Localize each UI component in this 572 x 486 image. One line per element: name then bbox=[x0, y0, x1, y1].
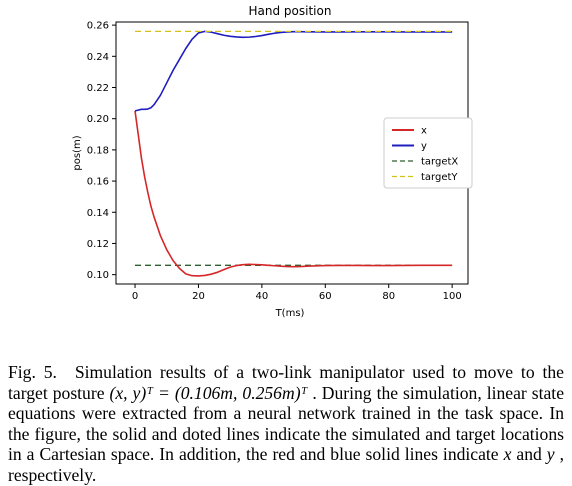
y-tick-label: 0.10 bbox=[87, 270, 109, 281]
y-tick-label: 0.16 bbox=[87, 177, 109, 188]
caption-text-4: , respectively. bbox=[8, 444, 564, 485]
y-tick-label: 0.12 bbox=[87, 239, 109, 250]
x-axis-label: T(ms) bbox=[275, 308, 305, 319]
legend-box bbox=[383, 117, 473, 189]
legend-label-x: x bbox=[421, 126, 427, 137]
y-tick-label: 0.20 bbox=[87, 114, 109, 125]
y-tick-label: 0.22 bbox=[87, 83, 109, 94]
hand-position-chart: Hand position 0.100.120.140.160.180.200.… bbox=[72, 4, 473, 319]
series-line-y bbox=[134, 30, 453, 112]
y-axis-label: pos(m) bbox=[72, 135, 83, 170]
series-line-x bbox=[134, 110, 453, 277]
legend-label-targety: targetY bbox=[421, 172, 458, 183]
y-tick-label: 0.18 bbox=[87, 145, 109, 156]
y-tick-label: 0.26 bbox=[87, 21, 109, 32]
x-tick-label: 100 bbox=[443, 291, 462, 302]
chart-title: Hand position bbox=[249, 4, 332, 18]
y-axis: 0.10 0.12 0.14 0.16 0.18 0.20 0.22 0.24 0.26 bbox=[87, 21, 116, 281]
y-tick-label: 0.14 bbox=[87, 208, 109, 219]
x-tick-label: 80 bbox=[382, 291, 395, 302]
figure-label: Fig. 5. bbox=[8, 362, 57, 382]
caption-var-x: x bbox=[503, 444, 512, 464]
y-tick-label: 0.24 bbox=[87, 52, 109, 63]
caption-math: (x, y)ᵀ = (0.106m, 0.256m)ᵀ bbox=[109, 382, 308, 403]
x-tick-label: 40 bbox=[256, 291, 269, 302]
legend: xy targetX targetY bbox=[383, 117, 473, 189]
legend-label-targetx: targetX bbox=[421, 157, 458, 168]
figure-caption: Fig. 5. Simulation results of a two-link… bbox=[8, 362, 564, 485]
x-tick-label: 0 bbox=[132, 291, 138, 302]
caption-text-2: . During the simulation, linear state eq… bbox=[8, 382, 565, 465]
caption-text-3: and bbox=[516, 444, 547, 464]
legend-label-y: y bbox=[421, 141, 427, 152]
x-tick-label: 20 bbox=[192, 291, 205, 302]
series-layer bbox=[134, 30, 453, 277]
caption-var-y: y bbox=[546, 444, 555, 464]
caption-text-1: Simulation results of a two-link manipul… bbox=[8, 362, 564, 403]
x-axis: 0 20 40 60 80 100 bbox=[132, 284, 462, 302]
x-tick-label: 60 bbox=[319, 291, 332, 302]
